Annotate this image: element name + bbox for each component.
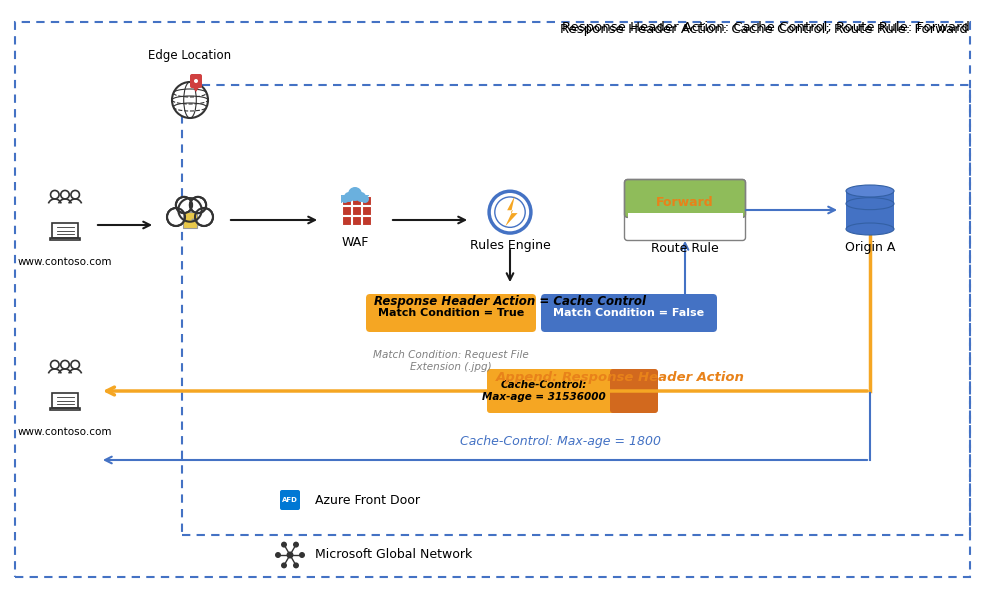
Text: www.contoso.com: www.contoso.com (18, 257, 112, 267)
Circle shape (361, 195, 369, 203)
Text: www.contoso.com: www.contoso.com (18, 427, 112, 437)
Bar (183, 212, 197, 228)
Circle shape (194, 79, 198, 83)
Bar (352, 216, 361, 225)
Circle shape (356, 192, 366, 202)
Text: Match Condition = True: Match Condition = True (378, 308, 525, 318)
Bar (342, 216, 351, 225)
Circle shape (341, 195, 349, 203)
Text: Append: Response Header Action: Append: Response Header Action (496, 371, 744, 384)
Bar (846, 191, 894, 229)
Bar (362, 196, 371, 205)
Circle shape (176, 197, 192, 213)
Text: WAF: WAF (341, 236, 369, 250)
Text: Edge Location: Edge Location (149, 48, 232, 61)
FancyBboxPatch shape (487, 369, 621, 413)
Text: Cache-Control: Max-age = 1800: Cache-Control: Max-age = 1800 (459, 436, 661, 448)
Text: Origin A: Origin A (845, 242, 895, 255)
Text: Microsoft Global Network: Microsoft Global Network (315, 548, 472, 562)
Circle shape (299, 552, 305, 558)
FancyBboxPatch shape (280, 490, 300, 510)
Bar (52, 393, 78, 408)
Circle shape (293, 542, 299, 548)
Bar (52, 223, 78, 238)
Text: Match Condition = False: Match Condition = False (553, 308, 705, 318)
Polygon shape (505, 196, 518, 227)
Text: Response Header Action: Cache Control; Route Rule: Forward: Response Header Action: Cache Control; R… (560, 24, 968, 36)
Circle shape (178, 198, 202, 222)
Text: Azure Front Door: Azure Front Door (315, 493, 420, 507)
Circle shape (495, 197, 526, 227)
Bar (352, 196, 361, 205)
Circle shape (287, 551, 294, 559)
Circle shape (275, 552, 281, 558)
FancyBboxPatch shape (366, 294, 536, 332)
Ellipse shape (846, 185, 894, 197)
Circle shape (281, 562, 287, 568)
Text: AFD: AFD (282, 497, 298, 503)
Bar (182, 85, 970, 535)
Text: Rules Engine: Rules Engine (469, 239, 550, 251)
Circle shape (293, 562, 299, 568)
FancyBboxPatch shape (610, 369, 658, 413)
Bar (352, 206, 361, 215)
FancyBboxPatch shape (624, 179, 745, 218)
Bar (362, 206, 371, 215)
Circle shape (281, 542, 287, 548)
Bar (168, 209, 212, 229)
Bar (342, 196, 351, 205)
Circle shape (172, 82, 208, 118)
Circle shape (191, 219, 194, 222)
Text: Forward: Forward (657, 196, 714, 208)
Circle shape (348, 187, 362, 201)
Circle shape (344, 192, 354, 202)
Circle shape (195, 208, 213, 226)
Bar (49, 408, 80, 410)
Text: Response Header Action = Cache Control: Response Header Action = Cache Control (374, 296, 646, 308)
Circle shape (190, 197, 206, 213)
Text: Match Condition: Request File
Extension (.jpg): Match Condition: Request File Extension … (373, 350, 528, 371)
Text: Route Rule: Route Rule (651, 242, 719, 255)
Bar (342, 206, 351, 215)
FancyBboxPatch shape (541, 294, 717, 332)
Bar (627, 213, 742, 238)
Ellipse shape (846, 223, 894, 235)
Text: Cache-Control:
Max-age = 31536000: Cache-Control: Max-age = 31536000 (482, 380, 605, 402)
Circle shape (167, 208, 185, 226)
Bar (362, 216, 371, 225)
Bar (49, 238, 80, 240)
Bar (341, 195, 369, 203)
Polygon shape (192, 86, 200, 92)
FancyBboxPatch shape (190, 74, 202, 88)
Text: Response Header Action: Cache Control; Route Rule: Forward: Response Header Action: Cache Control; R… (562, 21, 970, 35)
